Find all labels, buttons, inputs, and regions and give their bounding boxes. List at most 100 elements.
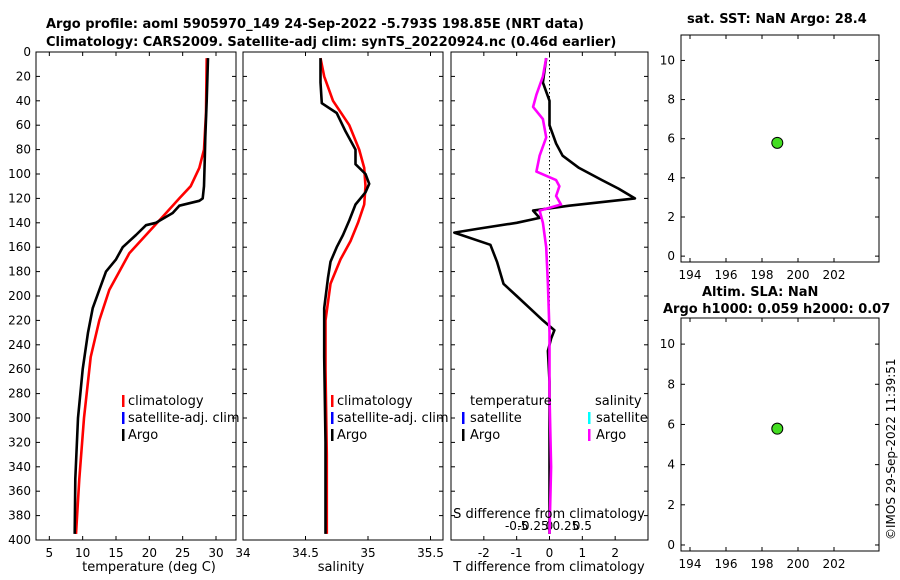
- argo-line: [319, 58, 371, 534]
- legend-s-argo-swatch: [588, 429, 591, 441]
- x-tick-label: 35.5: [417, 546, 444, 560]
- x-tick-label: 196: [715, 268, 738, 282]
- legend-climatology-swatch: [122, 395, 125, 407]
- x-tick-label: 15: [108, 546, 123, 560]
- y-tick-label: 60: [16, 118, 31, 132]
- y-tick-label: 8: [667, 377, 675, 391]
- sla-panel: [680, 317, 880, 552]
- legend-argo-swatch: [331, 429, 334, 441]
- y-tick-label: 220: [8, 313, 31, 327]
- y-tick-label: 160: [8, 240, 31, 254]
- legend-argo-label: Argo: [128, 428, 158, 443]
- sla-title-line1: Altim. SLA: NaN: [702, 285, 818, 300]
- sst-title: sat. SST: NaN Argo: 28.4: [687, 12, 867, 27]
- legend-temperature-heading: temperature: [470, 394, 552, 409]
- temperature-panel: [35, 51, 237, 541]
- y-tick-label: 20: [16, 69, 31, 83]
- x-tick-label: 25: [175, 546, 190, 560]
- y-tick-label: 120: [8, 191, 31, 205]
- temperature-chart: 0 20 40 60 80 100 120 140 160 180 200 220 240 260 280 3…: [8, 45, 236, 560]
- sst-panel: [680, 34, 880, 263]
- y-tick-label: 10: [660, 337, 675, 351]
- y-tick-label: 40: [16, 94, 31, 108]
- legend-t-satellite-swatch: [462, 412, 465, 424]
- main-title-line2: Climatology: CARS2009. Satellite-adj cli…: [46, 35, 616, 50]
- x-tick-label: 1: [579, 546, 587, 560]
- salinity-legend: climatology satellite-adj. clim Argo: [331, 394, 449, 443]
- legend-climatology-label: climatology: [128, 394, 204, 409]
- legend-t-argo-label: Argo: [470, 428, 500, 443]
- s-x-tick-label: 0.25: [553, 519, 580, 533]
- y-tick-label: 180: [8, 265, 31, 279]
- legend-satellite-adj-label: satellite-adj. clim: [337, 411, 449, 426]
- sst-chart: 0 2 4 6 8 10 194 196 198 200 202: [660, 35, 879, 282]
- y-tick-label: 280: [8, 387, 31, 401]
- x-tick-label: 194: [679, 557, 702, 571]
- y-tick-label: 4: [667, 171, 675, 185]
- x-tick-label: 200: [787, 268, 810, 282]
- x-tick-label: 200: [787, 557, 810, 571]
- x-tick-label: 0: [546, 546, 554, 560]
- y-tick-label: 2: [667, 498, 675, 512]
- main-title-line1: Argo profile: aoml 5905970_149 24-Sep-20…: [46, 17, 584, 32]
- legend-satellite-adj-swatch: [331, 412, 334, 424]
- salinity-chart: 34 34.5 35 35.5: [235, 51, 444, 560]
- s-x-tick-label: -0.25: [518, 519, 549, 533]
- y-tick-label: 360: [8, 484, 31, 498]
- y-tick-label: 240: [8, 338, 31, 352]
- legend-climatology-label: climatology: [337, 394, 413, 409]
- salinity-xlabel: salinity: [318, 560, 365, 575]
- y-tick-label: 320: [8, 435, 31, 449]
- y-tick-label: 100: [8, 167, 31, 181]
- y-tick-label: 300: [8, 411, 31, 425]
- x-tick-label: 35: [360, 546, 375, 560]
- x-tick-label: 198: [751, 557, 774, 571]
- difference-legend: temperature satellite Argo salinity sate…: [462, 394, 648, 443]
- temperature-argo-line: [452, 57, 637, 534]
- legend-t-satellite-label: satellite: [470, 411, 522, 426]
- legend-salinity-heading: salinity: [595, 394, 642, 409]
- legend-argo-swatch: [122, 429, 125, 441]
- x-tick-label: 5: [46, 546, 54, 560]
- y-tick-label: 4: [667, 458, 675, 472]
- sla-chart: 0 2 4 6 8 10 194 196 198 200 202: [660, 318, 879, 571]
- salinity-argo-line: [531, 57, 563, 534]
- x-tick-label: 202: [823, 557, 846, 571]
- y-tick-label: 0: [23, 45, 31, 59]
- legend-satellite-adj-label: satellite-adj. clim: [128, 411, 240, 426]
- x-tick-label: 20: [142, 546, 157, 560]
- y-tick-label: 260: [8, 362, 31, 376]
- x-tick-label: -2: [478, 546, 490, 560]
- legend-satellite-adj-swatch: [122, 412, 125, 424]
- y-tick-label: 2: [667, 210, 675, 224]
- x-tick-label: 10: [75, 546, 90, 560]
- s-x-tick-label: 0.5: [573, 519, 592, 533]
- y-tick-label: 200: [8, 289, 31, 303]
- y-tick-label: 340: [8, 460, 31, 474]
- salinity-panel: [242, 51, 444, 541]
- x-tick-label: 198: [751, 268, 774, 282]
- y-tick-label: 140: [8, 216, 31, 230]
- legend-argo-label: Argo: [337, 428, 367, 443]
- s-x-tick-label: -0.5: [505, 519, 528, 533]
- x-tick-label: 34: [235, 546, 250, 560]
- legend-s-argo-label: Argo: [596, 428, 626, 443]
- x-tick-label: 34.5: [292, 546, 319, 560]
- y-tick-label: 6: [667, 132, 675, 146]
- y-tick-label: 0: [667, 249, 675, 263]
- sla-title-line2: Argo h1000: 0.059 h2000: 0.07: [663, 302, 890, 317]
- legend-t-argo-swatch: [462, 429, 465, 441]
- x-tick-label: -1: [511, 546, 523, 560]
- y-tick-label: 0: [667, 538, 675, 552]
- climatology-line: [74, 58, 208, 534]
- data-point: [771, 422, 784, 435]
- x-tick-label: 196: [715, 557, 738, 571]
- data-point: [771, 136, 784, 149]
- legend-s-satellite-label: satellite: [596, 411, 648, 426]
- y-tick-label: 10: [660, 53, 675, 67]
- x-tick-label: 30: [208, 546, 223, 560]
- difference-chart: -2 -1 0 1 2-0.5-0.250 0.250.5: [451, 51, 648, 560]
- argo-line: [73, 58, 210, 534]
- x-tick-label: 202: [823, 268, 846, 282]
